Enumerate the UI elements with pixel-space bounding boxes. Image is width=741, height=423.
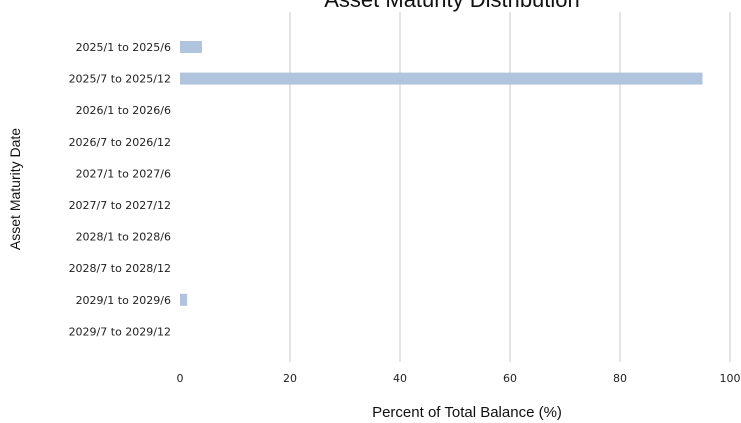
y-tick-label: 2026/7 to 2026/12: [69, 136, 171, 149]
y-tick-label: 2027/7 to 2027/12: [69, 199, 171, 212]
y-tick-label: 2025/7 to 2025/12: [69, 73, 171, 86]
chart-title: Asset Maturity Distribution: [324, 0, 580, 12]
bar: [180, 72, 703, 85]
y-tick-label: 2025/1 to 2025/6: [76, 41, 171, 54]
y-tick-labels: 2025/1 to 2025/6 2025/7 to 2025/12 2026/1 …: [69, 41, 171, 338]
x-tick-label: 0: [177, 372, 184, 385]
y-tick-label: 2028/1 to 2028/6: [76, 231, 171, 244]
y-axis-label: Asset Maturity Date: [7, 128, 23, 250]
bar: [180, 293, 188, 306]
x-tick-label: 60: [503, 372, 517, 385]
bar: [180, 41, 202, 53]
x-tick-label: 80: [613, 372, 627, 385]
y-tick-label: 2028/7 to 2028/12: [69, 262, 171, 275]
bars: [180, 41, 703, 306]
y-tick-label: 2026/1 to 2026/6: [76, 104, 171, 117]
y-tick-label: 2027/1 to 2027/6: [76, 167, 171, 180]
x-tick-labels: 0 20 40 60 80 100: [177, 372, 741, 385]
x-tick-label: 20: [283, 372, 297, 385]
y-tick-label: 2029/1 to 2029/6: [76, 294, 171, 307]
gridlines: [289, 12, 731, 362]
y-tick-label: 2029/7 to 2029/12: [69, 325, 171, 338]
x-tick-label: 100: [720, 372, 741, 385]
x-tick-label: 40: [393, 372, 407, 385]
x-axis-label: Percent of Total Balance (%): [372, 404, 562, 421]
